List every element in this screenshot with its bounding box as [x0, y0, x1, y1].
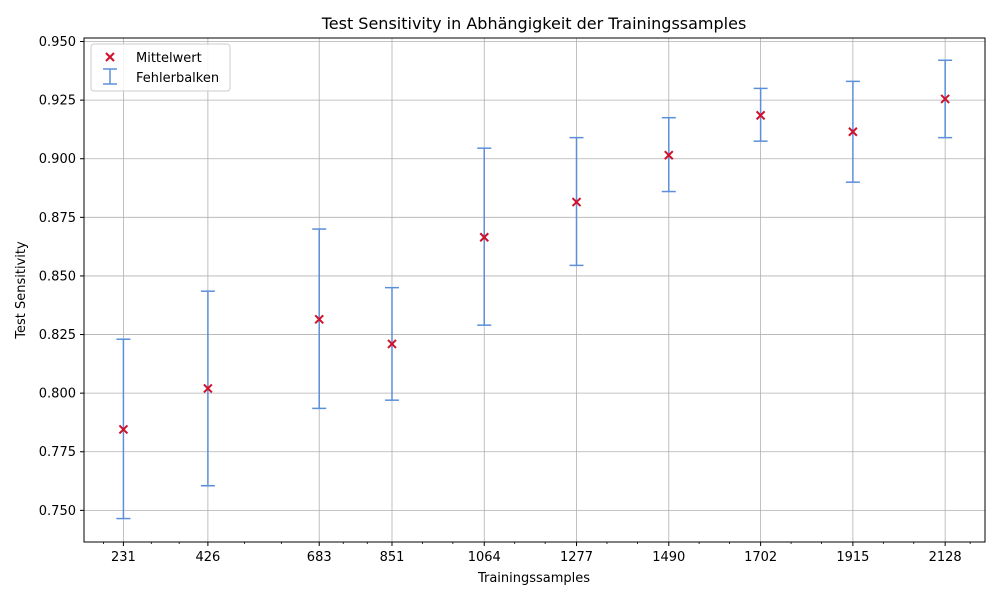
- y-axis-label: Test Sensitivity: [14, 241, 29, 340]
- mean-point: [848, 127, 858, 137]
- mean-marker-stroke: [755, 110, 766, 121]
- x-axis-label: Trainingssamples: [477, 571, 590, 586]
- legend: Mittelwert Fehlerbalken: [90, 43, 231, 92]
- y-tick-label: 0.925: [39, 94, 76, 109]
- x-tick-label: 1064: [468, 550, 501, 565]
- chart-title: Test Sensitivity in Abhängigkeit der Tra…: [321, 14, 747, 33]
- x-tick-label: 1277: [560, 550, 593, 565]
- y-tick-label: 0.775: [39, 445, 76, 460]
- y-tick-label: 0.825: [39, 328, 76, 343]
- mean-marker-stroke: [571, 197, 582, 207]
- y-tick-label: 0.850: [39, 269, 76, 284]
- legend-mean-marker-icon: [105, 52, 115, 62]
- mean-point: [940, 94, 950, 104]
- grid: [84, 38, 985, 542]
- legend-label-mean: Mittelwert: [136, 51, 202, 66]
- x-tick-label: 851: [380, 550, 405, 565]
- x-tick-label: 1490: [652, 550, 685, 565]
- x-tick-label: 683: [307, 550, 332, 565]
- mean-marker-stroke: [940, 94, 950, 104]
- x-tick-label: 231: [111, 550, 136, 565]
- plot-data: [116, 59, 953, 520]
- axes: 0.750 0.775 0.800 0.825 0.850 0.875 0.900 0.925…: [39, 35, 971, 565]
- mean-marker-stroke: [387, 339, 397, 349]
- legend-label-errorbar: Fehlerbalken: [136, 71, 219, 86]
- y-tick-label: 0.950: [39, 35, 76, 50]
- mean-point: [479, 232, 489, 242]
- mean-point: [387, 339, 397, 349]
- mean-marker-stroke: [664, 150, 674, 160]
- y-tick-label: 0.800: [39, 387, 76, 402]
- mean-marker-stroke: [203, 383, 213, 394]
- x-tick-label: 426: [195, 550, 220, 565]
- mean-point: [755, 110, 766, 121]
- mean-marker-stroke: [314, 314, 324, 325]
- mean-point: [203, 383, 213, 394]
- mean-point: [571, 197, 582, 207]
- x-tick-label: 2128: [929, 550, 962, 565]
- mean-point: [314, 314, 324, 325]
- plot-frame: [83, 37, 986, 543]
- mean-point: [118, 424, 129, 435]
- mean-marker-stroke: [848, 127, 858, 137]
- mean-marker-stroke: [479, 232, 489, 242]
- mean-marker-stroke: [118, 424, 129, 435]
- x-tick-label: 1702: [744, 550, 777, 565]
- legend-errorbar-icon: [103, 68, 117, 85]
- y-tick-label: 0.750: [39, 504, 76, 519]
- y-tick-label: 0.900: [39, 152, 76, 167]
- mean-point: [664, 150, 674, 160]
- y-tick-label: 0.875: [39, 211, 76, 226]
- x-tick-label: 1915: [836, 550, 869, 565]
- legend-box: [90, 43, 231, 92]
